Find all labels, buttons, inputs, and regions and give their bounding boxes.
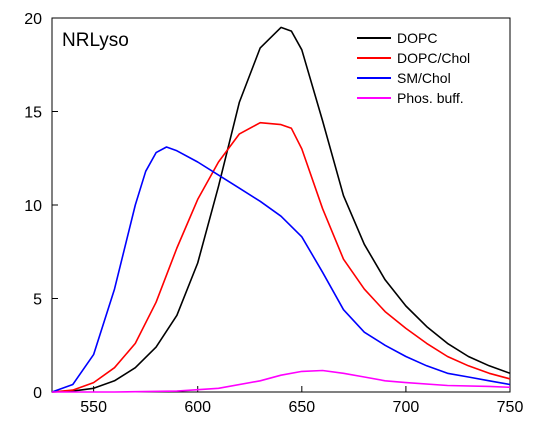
- y-tick-label: 20: [24, 11, 42, 28]
- series-line-dopc-chol: [51, 121, 511, 393]
- series-line-phos-buff: [52, 369, 511, 393]
- plot-area: [51, 26, 511, 393]
- legend: DOPC DOPC/Chol SM/Chol Phos. buff.: [357, 30, 470, 106]
- x-tick-label: 650: [288, 399, 315, 416]
- x-tick-label: 700: [393, 399, 420, 416]
- series-line-dopc: [51, 26, 511, 393]
- y-axis: 0 5 10 15 20: [24, 11, 58, 402]
- y-tick-label: 10: [24, 198, 42, 215]
- legend-label-dopc: DOPC: [397, 30, 437, 46]
- x-tick-label: 600: [184, 399, 211, 416]
- y-tick-label: 0: [33, 385, 42, 402]
- legend-label-sm-chol: SM/Chol: [397, 70, 451, 86]
- chart-title: NRLyso: [62, 30, 129, 51]
- x-axis: 550 600 650 700 750: [80, 386, 523, 416]
- legend-label-dopc-chol: DOPC/Chol: [397, 50, 470, 66]
- y-tick-label: 15: [24, 105, 42, 122]
- series-line-sm-chol: [51, 146, 511, 393]
- legend-label-phos-buff: Phos. buff.: [397, 90, 464, 106]
- x-tick-label: 750: [497, 399, 524, 416]
- x-tick-label: 550: [80, 399, 107, 416]
- y-tick-label: 5: [33, 292, 42, 309]
